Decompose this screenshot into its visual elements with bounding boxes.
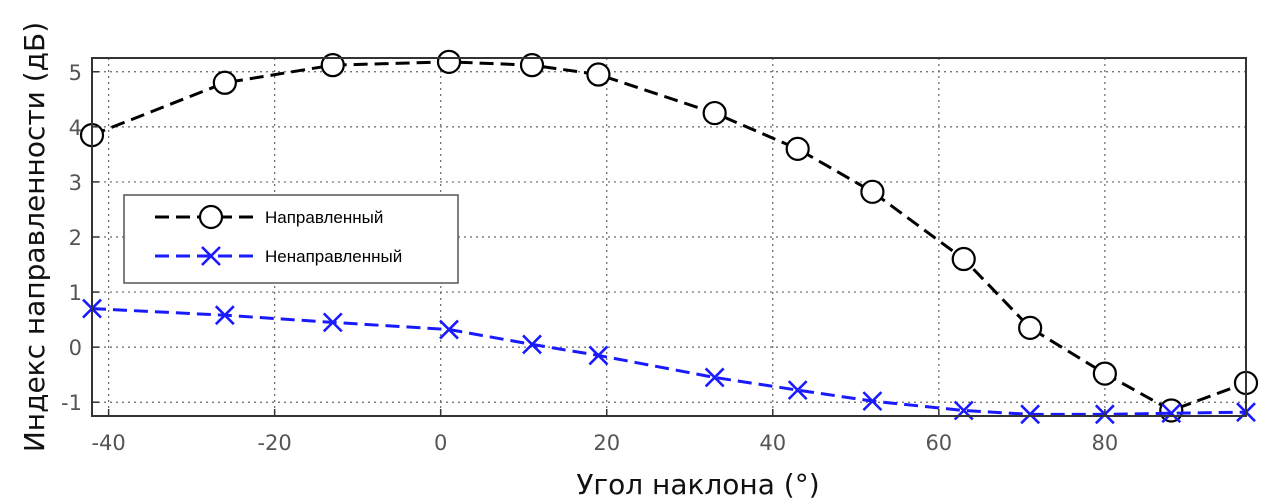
data-point [320, 53, 345, 78]
data-point [702, 100, 727, 126]
x-axis-label: Угол наклона (°) [576, 468, 819, 501]
data-point [519, 53, 545, 78]
y-tick-label: 3 [69, 171, 82, 195]
legend-label-series-2: Ненаправленный [265, 247, 402, 266]
legend-entries [155, 204, 260, 266]
x-tick-label: 60 [925, 431, 952, 455]
data-point [787, 380, 808, 401]
tick-labels: -40 -20 0 20 40 60 80 -1 0 1 2 3 4 5 [61, 61, 1118, 455]
data-point [951, 246, 976, 272]
y-tick-label: 1 [69, 281, 82, 305]
legend-swatch-1 [155, 204, 260, 230]
data-point [212, 70, 237, 95]
y-tick-label: 5 [69, 61, 82, 85]
series-line [91, 307, 1247, 416]
legend-box [123, 194, 459, 284]
legend-marker [198, 204, 224, 230]
data-point [860, 179, 885, 204]
data-point [588, 345, 609, 366]
x-tick-label: 80 [1091, 431, 1118, 455]
data-point [1092, 361, 1117, 386]
y-tick-label: 2 [69, 226, 82, 250]
x-tick-label: 0 [434, 431, 447, 455]
data-point [862, 391, 883, 412]
series-1 [79, 49, 1259, 423]
legend-marker [201, 246, 221, 266]
y-axis-label: Индекс направленности (дБ) [18, 22, 51, 452]
data-point [586, 62, 611, 87]
x-tick-label: 40 [759, 431, 786, 455]
data-point [1020, 404, 1041, 425]
data-point [439, 319, 459, 340]
data-point [322, 312, 343, 333]
data-point [1159, 398, 1184, 423]
x-tick-label: 20 [593, 431, 620, 455]
y-tick-label: 4 [69, 116, 82, 140]
series-2 [82, 298, 1256, 425]
data-point [1161, 403, 1182, 424]
data-point [785, 136, 810, 161]
legend-label-series-1: Направленный [265, 208, 383, 227]
x-tick-label: -20 [257, 431, 291, 455]
y-tick-label: 0 [69, 336, 82, 360]
legend-swatch-2 [155, 246, 260, 266]
x-tick-label: -40 [91, 431, 125, 455]
data-point [214, 305, 235, 326]
data-point [704, 367, 725, 388]
series-line [91, 60, 1247, 413]
data-point [1018, 315, 1043, 340]
y-tick-label: -1 [61, 391, 82, 415]
series-layer [79, 49, 1259, 425]
legend: Направленный Ненаправленный [123, 194, 459, 284]
data-point [522, 334, 542, 355]
data-point [436, 49, 462, 74]
